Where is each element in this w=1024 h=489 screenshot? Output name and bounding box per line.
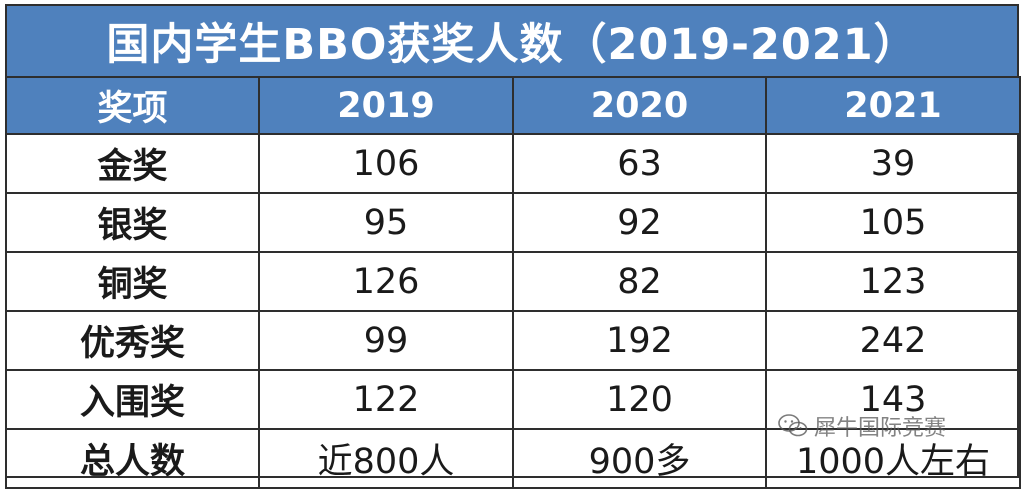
- header-year-2020: 2020: [512, 76, 767, 135]
- header-row: 奖项 2019 2020 2021: [5, 76, 1021, 135]
- table-cell: 63: [512, 133, 767, 194]
- table-cell: 143: [765, 369, 1021, 430]
- table-cell: 122: [258, 369, 514, 430]
- table-title-text: 国内学生BBO获奖人数（2019-2021）: [106, 20, 918, 70]
- table-cell: 120: [512, 369, 767, 430]
- table-title: 国内学生BBO获奖人数（2019-2021）: [5, 4, 1019, 76]
- table-cell: 105: [765, 192, 1021, 253]
- header-year-2019: 2019: [258, 76, 514, 135]
- table-cell: 900多: [512, 428, 767, 489]
- table-row: 总人数 近800人 900多 1000人左右: [5, 428, 1021, 489]
- table-cell: 242: [765, 310, 1021, 371]
- table-cell: 126: [258, 251, 514, 312]
- table-row: 金奖 106 63 39: [5, 133, 1021, 194]
- table-row: 银奖 95 92 105: [5, 192, 1021, 253]
- header-year-2021: 2021: [765, 76, 1021, 135]
- table-cell: 99: [258, 310, 514, 371]
- row-label: 入围奖: [5, 369, 260, 430]
- row-label: 优秀奖: [5, 310, 260, 371]
- table-cell: 92: [512, 192, 767, 253]
- table-cell: 1000人左右: [765, 428, 1021, 489]
- table-cell: 95: [258, 192, 514, 253]
- table-cell: 123: [765, 251, 1021, 312]
- table-cell: 82: [512, 251, 767, 312]
- table-cell: 近800人: [258, 428, 514, 489]
- awards-table: 奖项 2019 2020 2021 金奖 106 63 39 银奖 95 92 …: [5, 76, 1021, 489]
- table-cell: 39: [765, 133, 1021, 194]
- row-label: 铜奖: [5, 251, 260, 312]
- table-cell: 106: [258, 133, 514, 194]
- table-cell: 192: [512, 310, 767, 371]
- table-row: 入围奖 122 120 143: [5, 369, 1021, 430]
- table-row: 铜奖 126 82 123: [5, 251, 1021, 312]
- header-award-type: 奖项: [5, 76, 260, 135]
- row-label: 金奖: [5, 133, 260, 194]
- row-label: 总人数: [5, 428, 260, 489]
- row-label: 银奖: [5, 192, 260, 253]
- table-row: 优秀奖 99 192 242: [5, 310, 1021, 371]
